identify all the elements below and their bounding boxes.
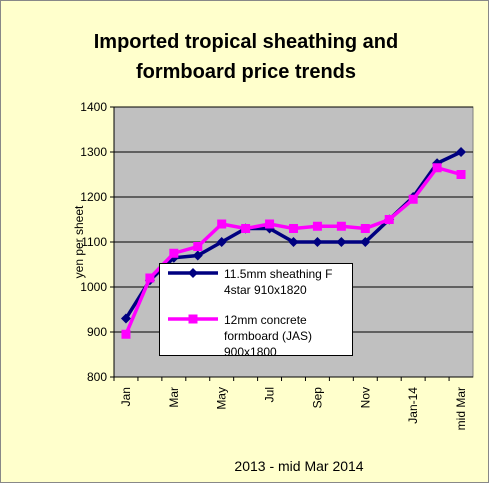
data-point [432,163,442,173]
data-point [456,147,467,157]
data-point [192,250,203,261]
data-point [336,221,346,231]
data-point [241,224,251,233]
legend-marker [188,268,198,278]
x-tick-label: Nov [358,387,372,408]
data-point [312,221,322,231]
x-tick-label: Jan [119,387,133,406]
data-point [145,273,155,283]
data-point [360,237,371,247]
data-point [336,237,347,247]
x-axis-title: 2013 - mid Mar 2014 [234,458,363,474]
data-point [216,237,227,247]
y-tick-label: 800 [87,370,107,384]
data-point [360,224,370,233]
data-point [408,194,418,204]
data-point [289,224,298,233]
y-tick-label: 1200 [80,190,107,204]
data-point [384,215,394,224]
legend-label: 12mm concrete formboard (JAS) 900x1800 [224,313,313,359]
y-tick-label: 1100 [81,235,107,249]
data-point [288,237,299,247]
y-axis-title: yen per sheet [72,205,86,278]
data-point [217,219,227,229]
legend-label: 11.5mm sheathing F 4star 910x1820 [224,267,333,297]
y-tick-label: 900 [87,325,107,339]
data-point [121,329,131,339]
x-tick-label: Jan-14 [406,387,420,424]
x-tick-label: Mar [167,387,181,408]
x-tick-label: May [215,387,229,410]
data-point [193,242,203,251]
x-tick-label: mid Mar [454,387,468,430]
data-point [456,170,466,179]
y-tick-label: 1300 [80,145,107,159]
x-tick-label: Sep [310,387,324,409]
data-point [169,248,179,258]
data-point [120,313,131,324]
y-tick-label: 1000 [80,280,107,294]
y-tick-label: 1400 [80,100,107,114]
chart-title: Imported tropical sheathing and formboar… [93,31,399,83]
x-tick-label: Jul [263,387,277,402]
data-point [265,219,275,229]
legend-markers [168,268,218,324]
data-point [312,237,323,247]
legend-marker [188,314,198,324]
legend: 11.5mm sheathing F 4star 910x1820 12mm c… [159,263,353,359]
